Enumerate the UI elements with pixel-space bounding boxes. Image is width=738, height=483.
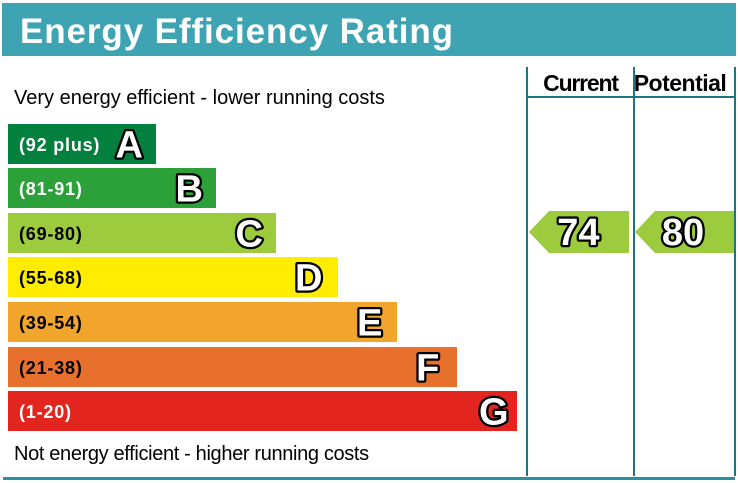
svg-text:74: 74 — [557, 212, 599, 253]
svg-text:D: D — [295, 258, 322, 298]
svg-text:C: C — [236, 214, 263, 254]
svg-text:80: 80 — [662, 212, 704, 253]
svg-text:E: E — [357, 303, 382, 343]
svg-text:F: F — [416, 348, 439, 388]
svg-text:A: A — [116, 125, 143, 165]
svg-text:G: G — [479, 392, 509, 432]
svg-text:B: B — [176, 169, 203, 209]
